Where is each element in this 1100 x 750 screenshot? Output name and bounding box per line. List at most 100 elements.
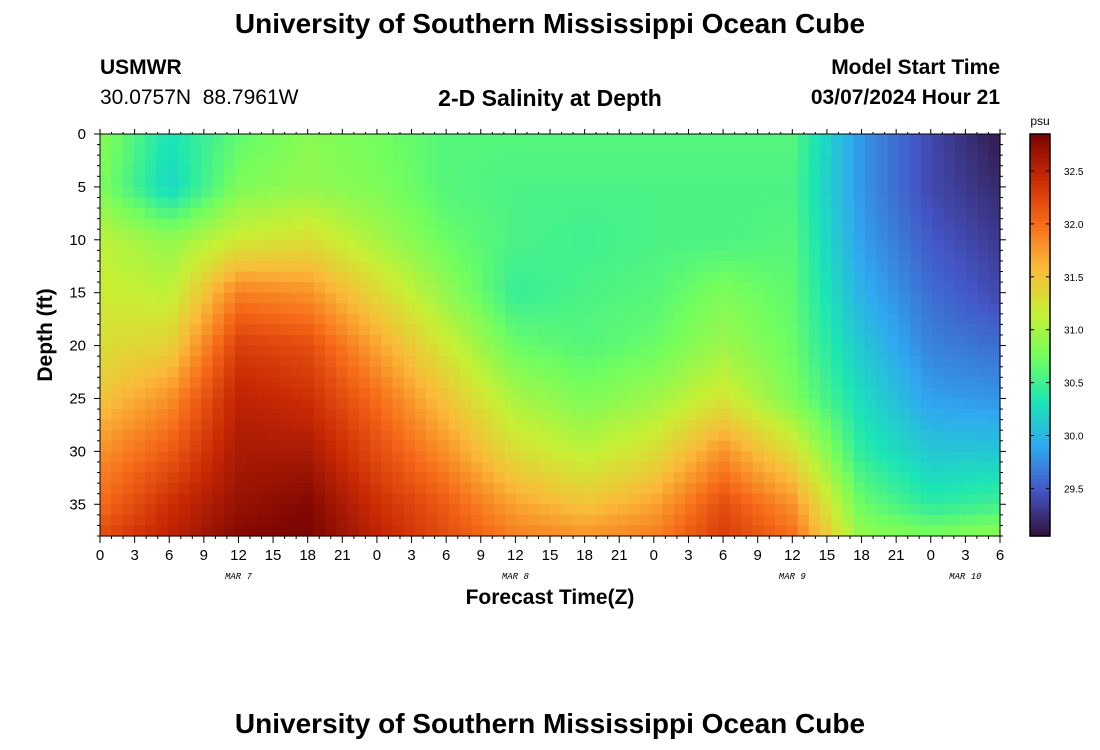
- heatmap-cell: [606, 493, 619, 505]
- heatmap-cell: [898, 461, 911, 474]
- heatmap-cell: [572, 218, 585, 230]
- heatmap-cell: [775, 260, 787, 273]
- heatmap-cell: [201, 144, 214, 156]
- heatmap-cell: [482, 155, 495, 167]
- heatmap-cell: [583, 229, 596, 241]
- heatmap-cell: [966, 176, 979, 188]
- x-tick-label: 3: [130, 547, 138, 564]
- heatmap-cell: [482, 282, 495, 294]
- heatmap-cell: [865, 250, 877, 262]
- heatmap-cell: [988, 409, 1001, 421]
- heatmap-cell: [685, 229, 697, 241]
- heatmap-cell: [358, 451, 371, 463]
- heatmap-cell: [280, 483, 292, 495]
- heatmap-cell: [876, 514, 889, 527]
- colorbar-swatch: [1030, 448, 1050, 453]
- heatmap-cell: [122, 345, 135, 357]
- heatmap-cell: [358, 483, 371, 495]
- heatmap-cell: [966, 514, 979, 527]
- heatmap-cell: [212, 419, 225, 431]
- heatmap-cell: [280, 472, 292, 484]
- heatmap-cell: [336, 398, 349, 410]
- heatmap-cell: [223, 134, 236, 146]
- heatmap-cell: [842, 335, 855, 347]
- heatmap-cell: [696, 345, 709, 357]
- heatmap-cell: [628, 366, 641, 378]
- heatmap-cell: [223, 525, 236, 537]
- heatmap-cell: [336, 514, 349, 527]
- heatmap-cell: [100, 218, 112, 230]
- heatmap-cell: [178, 366, 191, 378]
- heatmap-cell: [302, 260, 315, 273]
- colorbar-swatch: [1030, 365, 1050, 370]
- heatmap-cell: [617, 493, 630, 505]
- heatmap-cell: [752, 366, 765, 378]
- heatmap-cell: [100, 303, 112, 315]
- heatmap-cell: [190, 303, 202, 315]
- heatmap-cell: [426, 472, 439, 484]
- heatmap-cell: [426, 514, 439, 527]
- heatmap-cell: [471, 134, 484, 146]
- heatmap-cell: [493, 239, 506, 251]
- heatmap-cell: [707, 165, 720, 177]
- heatmap-cell: [865, 229, 877, 241]
- heatmap-cell: [291, 430, 304, 442]
- heatmap-cell: [718, 282, 731, 294]
- heatmap-cell: [685, 430, 697, 442]
- heatmap-cell: [167, 387, 180, 400]
- heatmap-cell: [527, 504, 540, 516]
- heatmap-cell: [516, 356, 529, 368]
- heatmap-cell: [595, 303, 607, 315]
- heatmap-cell: [482, 134, 495, 146]
- heatmap-cell: [516, 239, 529, 251]
- heatmap-cell: [550, 165, 562, 177]
- colorbar-swatch: [1030, 495, 1050, 500]
- heatmap-cell: [775, 483, 787, 495]
- heatmap-cell: [347, 366, 360, 378]
- x-tick-label: 15: [542, 547, 559, 564]
- heatmap-cell: [628, 525, 641, 537]
- heatmap-cell: [673, 186, 686, 199]
- colorbar-swatch: [1030, 221, 1050, 226]
- heatmap-cell: [921, 514, 934, 527]
- heatmap-cell: [583, 134, 596, 146]
- heatmap-cell: [640, 165, 652, 177]
- x-tick-label: 0: [650, 547, 658, 564]
- heatmap-cell: [392, 271, 405, 283]
- heatmap-cell: [133, 260, 146, 273]
- heatmap-cell: [403, 430, 416, 442]
- heatmap-cell: [246, 514, 259, 527]
- heatmap-cell: [527, 155, 540, 167]
- heatmap-cell: [347, 282, 360, 294]
- heatmap-cell: [685, 335, 697, 347]
- heatmap-cell: [426, 451, 439, 463]
- heatmap-cell: [977, 366, 990, 378]
- heatmap-cell: [550, 260, 562, 273]
- heatmap-cell: [336, 345, 349, 357]
- heatmap-cell: [235, 483, 247, 495]
- heatmap-cell: [482, 229, 495, 241]
- heatmap-cell: [808, 472, 821, 484]
- heatmap-cell: [932, 504, 945, 516]
- heatmap-cell: [156, 451, 169, 463]
- heatmap-cell: [268, 292, 281, 304]
- colorbar-swatch: [1030, 391, 1050, 396]
- heatmap-cell: [775, 345, 787, 357]
- heatmap-cell: [145, 176, 157, 188]
- heatmap-cell: [921, 239, 934, 251]
- heatmap-cell: [178, 260, 191, 273]
- heatmap-cell: [685, 208, 697, 220]
- heatmap-cell: [696, 292, 709, 304]
- heatmap-cell: [561, 313, 574, 326]
- heatmap-cell: [415, 430, 427, 442]
- heatmap-cell: [685, 493, 697, 505]
- heatmap-cell: [617, 483, 630, 495]
- heatmap-cell: [775, 313, 787, 326]
- heatmap-cell: [730, 197, 742, 209]
- heatmap-cell: [370, 134, 382, 146]
- heatmap-cell: [718, 356, 731, 368]
- heatmap-cell: [246, 303, 259, 315]
- heatmap-cell: [527, 208, 540, 220]
- heatmap-cell: [257, 483, 270, 495]
- heatmap-cell: [133, 345, 146, 357]
